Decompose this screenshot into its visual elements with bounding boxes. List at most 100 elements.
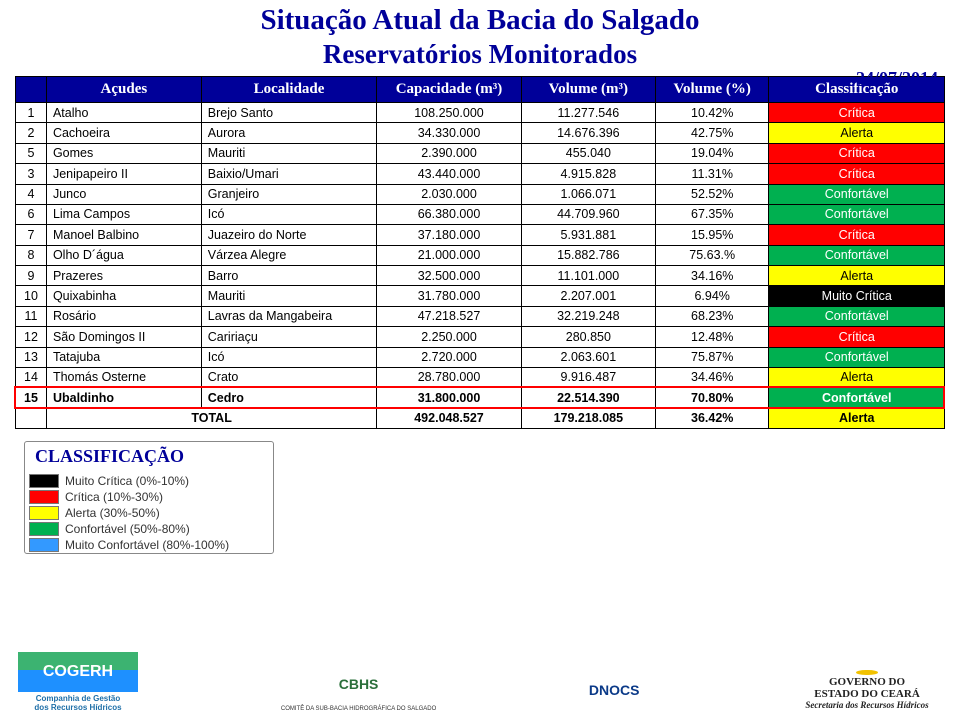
logo-ceara-mark: GOVERNO DO ESTADO DO CEARÁ Secretaria do… bbox=[792, 670, 942, 710]
cell-idx: 13 bbox=[16, 347, 47, 367]
cell-cls: Confortável bbox=[769, 388, 945, 408]
cell-loc: Lavras da Mangabeira bbox=[201, 306, 376, 326]
report-date: 24/07/2014 bbox=[856, 68, 938, 89]
legend-item: Muito Crítica (0%-10%) bbox=[25, 473, 273, 489]
cell-vm: 11.277.546 bbox=[521, 103, 655, 123]
cell-cls: Alerta bbox=[769, 408, 945, 428]
cell-idx: 6 bbox=[16, 204, 47, 224]
legend-swatch bbox=[29, 522, 59, 536]
logo-cbhs-sub: COMITÊ DA SUB-BACIA HIDROGRÁFICA DO SALG… bbox=[281, 706, 436, 712]
cell-loc: Cedro bbox=[201, 388, 376, 408]
cell-cls: Crítica bbox=[769, 225, 945, 245]
cell-cap: 32.500.000 bbox=[377, 266, 522, 286]
cell-cap: 21.000.000 bbox=[377, 245, 522, 265]
cell-cap: 47.218.527 bbox=[377, 306, 522, 326]
cell-cap: 31.780.000 bbox=[377, 286, 522, 306]
cell-acude: Prazeres bbox=[46, 266, 201, 286]
cell-vp: 15.95% bbox=[655, 225, 769, 245]
col-acudes: Açudes bbox=[46, 77, 201, 103]
cell-vm: 9.916.487 bbox=[521, 367, 655, 387]
cell-cap: 492.048.527 bbox=[377, 408, 522, 428]
cell-acude: Junco bbox=[46, 184, 201, 204]
legend-swatch bbox=[29, 474, 59, 488]
cell-cls: Confortável bbox=[769, 245, 945, 265]
cell-acude: Atalho bbox=[46, 103, 201, 123]
cell-cap: 28.780.000 bbox=[377, 367, 522, 387]
logo-cogerh-mark: COGERH bbox=[18, 652, 138, 692]
table-row: 5GomesMauriti2.390.000455.04019.04%Críti… bbox=[16, 143, 945, 163]
cell-acude: Lima Campos bbox=[46, 204, 201, 224]
cell-cap: 2.250.000 bbox=[377, 327, 522, 347]
table-row: 8Olho D´águaVárzea Alegre21.000.00015.88… bbox=[16, 245, 945, 265]
cell-vp: 11.31% bbox=[655, 164, 769, 184]
cell-idx: 3 bbox=[16, 164, 47, 184]
table-row: 2CachoeiraAurora34.330.00014.676.39642.7… bbox=[16, 123, 945, 143]
cell-cls: Alerta bbox=[769, 266, 945, 286]
col-volume-m3: Volume (m³) bbox=[521, 77, 655, 103]
cell-cap: 34.330.000 bbox=[377, 123, 522, 143]
cell-loc: Mauriti bbox=[201, 143, 376, 163]
cell-cap: 2.390.000 bbox=[377, 143, 522, 163]
cell-vp: 52.52% bbox=[655, 184, 769, 204]
cell-loc: Aurora bbox=[201, 123, 376, 143]
cell-idx: 7 bbox=[16, 225, 47, 245]
cell-cls: Confortável bbox=[769, 184, 945, 204]
cell-loc: Várzea Alegre bbox=[201, 245, 376, 265]
cell-idx: 11 bbox=[16, 306, 47, 326]
table-header-row: Açudes Localidade Capacidade (m³) Volume… bbox=[16, 77, 945, 103]
cell-cls: Alerta bbox=[769, 367, 945, 387]
cell-cap: 2.720.000 bbox=[377, 347, 522, 367]
cell-vm: 179.218.085 bbox=[521, 408, 655, 428]
cell-idx: 9 bbox=[16, 266, 47, 286]
legend-item: Confortável (50%-80%) bbox=[25, 521, 273, 537]
cell-vm: 5.931.881 bbox=[521, 225, 655, 245]
cell-cap: 31.800.000 bbox=[377, 388, 522, 408]
table-row: 7Manoel BalbinoJuazeiro do Norte37.180.0… bbox=[16, 225, 945, 245]
table-row: 1AtalhoBrejo Santo108.250.00011.277.5461… bbox=[16, 103, 945, 123]
legend-label: Muito Confortável (80%-100%) bbox=[65, 538, 229, 552]
cell-acude: Tatajuba bbox=[46, 347, 201, 367]
legend-label: Alerta (30%-50%) bbox=[65, 506, 160, 520]
legend-label: Confortável (50%-80%) bbox=[65, 522, 190, 536]
cell-acude: Gomes bbox=[46, 143, 201, 163]
logo-ceara-l2: ESTADO DO CEARÁ bbox=[814, 689, 920, 701]
cell-acude: Ubaldinho bbox=[46, 388, 201, 408]
cell-loc: Baixio/Umari bbox=[201, 164, 376, 184]
cell-cls: Confortável bbox=[769, 204, 945, 224]
cell-acude: Olho D´água bbox=[46, 245, 201, 265]
cell-total-label: TOTAL bbox=[46, 408, 376, 428]
col-volume-pct: Volume (%) bbox=[655, 77, 769, 103]
table-row: 15UbaldinhoCedro31.800.00022.514.39070.8… bbox=[16, 388, 945, 408]
legend-label: Crítica (10%-30%) bbox=[65, 490, 163, 504]
table-row: 3Jenipapeiro IIBaixio/Umari43.440.0004.9… bbox=[16, 164, 945, 184]
cell-loc: Brejo Santo bbox=[201, 103, 376, 123]
cell-acude: Cachoeira bbox=[46, 123, 201, 143]
cell-vm: 14.676.396 bbox=[521, 123, 655, 143]
cell-vm: 1.066.071 bbox=[521, 184, 655, 204]
table-row: 14Thomás OsterneCrato28.780.0009.916.487… bbox=[16, 367, 945, 387]
cell-vm: 22.514.390 bbox=[521, 388, 655, 408]
table-row: 12São Domingos IICaririaçu2.250.000280.8… bbox=[16, 327, 945, 347]
cell-cls: Confortável bbox=[769, 347, 945, 367]
cell-loc: Icó bbox=[201, 204, 376, 224]
cell-vp: 34.46% bbox=[655, 367, 769, 387]
cell-vp: 68.23% bbox=[655, 306, 769, 326]
cell-acude: Thomás Osterne bbox=[46, 367, 201, 387]
cell-idx bbox=[16, 408, 47, 428]
col-localidade: Localidade bbox=[201, 77, 376, 103]
cell-cls: Crítica bbox=[769, 143, 945, 163]
cell-idx: 2 bbox=[16, 123, 47, 143]
cell-vp: 75.63.% bbox=[655, 245, 769, 265]
cell-vm: 11.101.000 bbox=[521, 266, 655, 286]
cell-cls: Muito Crítica bbox=[769, 286, 945, 306]
reservoir-table: Açudes Localidade Capacidade (m³) Volume… bbox=[15, 76, 945, 429]
cell-vp: 12.48% bbox=[655, 327, 769, 347]
cell-vm: 32.219.248 bbox=[521, 306, 655, 326]
table-row: 13TatajubaIcó2.720.0002.063.60175.87%Con… bbox=[16, 347, 945, 367]
cell-vm: 455.040 bbox=[521, 143, 655, 163]
cell-loc: Juazeiro do Norte bbox=[201, 225, 376, 245]
sun-icon bbox=[856, 670, 878, 675]
cell-vp: 75.87% bbox=[655, 347, 769, 367]
cell-vp: 10.42% bbox=[655, 103, 769, 123]
cell-idx: 5 bbox=[16, 143, 47, 163]
